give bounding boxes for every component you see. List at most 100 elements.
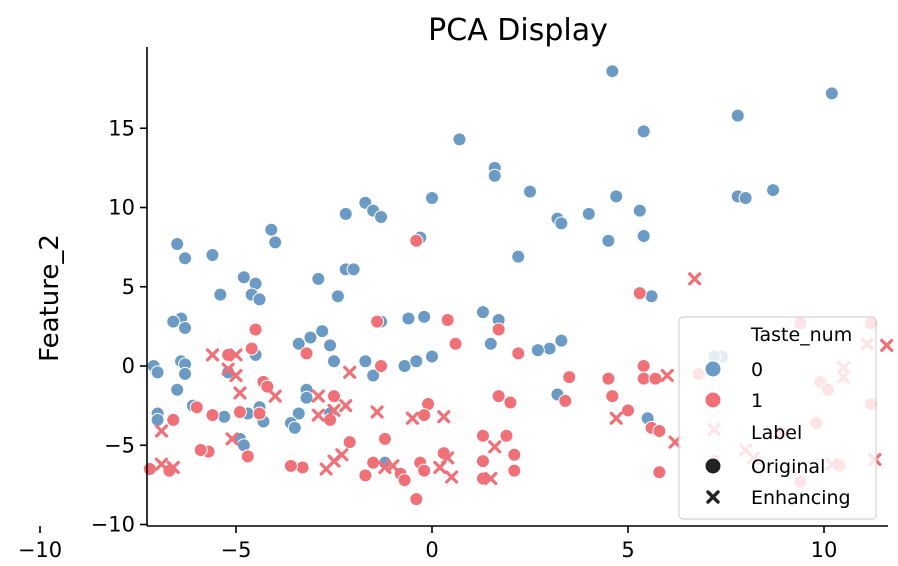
original-point [554,216,569,231]
enhancing-point [268,389,282,403]
original-point [636,371,651,386]
original-point [150,412,165,427]
original-point [142,462,157,477]
legend-marker-original [704,457,722,475]
original-point [166,314,181,329]
legend-hue-title: Taste_num [750,324,852,346]
original-point [507,447,522,462]
enhancing-point [445,470,459,484]
original-point [166,412,181,427]
original-point [648,371,663,386]
original-point [766,183,781,198]
original-point [507,463,522,478]
original-point [397,473,412,488]
legend-hue-1-label: 1 [751,390,763,412]
enhancing-point [668,435,682,449]
original-point [652,423,667,438]
original-point [824,86,839,101]
y-tick-label: 5 [122,275,135,299]
original-point [542,341,557,356]
original-point [397,359,412,373]
original-point [730,108,745,123]
original-point [358,354,373,369]
y-tick-label: 0 [122,354,135,378]
original-point [366,455,381,470]
original-point [315,324,330,339]
enhancing-point [233,386,247,400]
original-point [323,338,338,353]
original-point [287,420,302,435]
original-point [636,359,651,373]
original-point [448,336,463,351]
enhancing-point [229,368,243,383]
original-point [205,408,220,423]
original-point [311,271,326,286]
original-point [487,168,502,183]
original-point [738,190,753,205]
enhancing-point [609,411,623,425]
x-tick-label: 10 [811,538,838,562]
original-point [370,314,385,329]
original-point [475,454,490,469]
legend-box [678,316,877,520]
enhancing-point [311,389,325,403]
original-point [558,393,573,408]
original-point [299,346,314,361]
original-point [374,359,389,373]
y-axis-label: Feature_2 [35,234,65,362]
original-point [346,262,361,277]
enhancing-point [166,460,180,475]
original-point [644,289,659,304]
original-point [268,235,283,250]
enhancing-point [405,411,419,425]
original-point [374,210,389,225]
original-point [178,320,193,335]
x-tick-label: −5 [221,538,252,562]
original-point [232,404,247,419]
original-point [213,287,228,302]
legend-marker-hue-1 [704,391,722,409]
original-point [236,270,251,285]
original-point [248,322,263,337]
y-tick-label: 15 [108,116,135,140]
legend-marker-hue-0 [704,360,722,378]
enhancing-point [327,403,341,417]
enhancing-point [225,432,239,446]
original-point [244,341,259,356]
original-point [240,449,255,464]
x-tick-label: −10 [18,538,62,562]
legend-hue-0-label: 0 [751,359,763,381]
original-point [409,233,424,248]
original-point [338,206,353,221]
legend-style-title: Label [751,422,802,444]
original-point [636,229,651,244]
original-point [193,443,208,458]
original-point [150,365,165,380]
original-point [452,132,467,147]
original-point [652,465,667,480]
original-point [475,305,490,320]
original-point [601,233,616,248]
original-point [636,124,651,139]
original-point [440,313,455,328]
original-point [609,189,624,204]
original-point [283,458,298,473]
original-point [621,403,635,418]
enhancing-point [370,405,384,419]
original-point [252,292,267,307]
enhancing-point [880,338,894,352]
original-point [205,248,220,263]
original-point [511,249,526,264]
original-point [499,428,514,443]
original-point [170,382,185,397]
enhancing-point [488,440,502,454]
original-point [511,346,526,361]
original-point [178,366,193,381]
original-point [327,389,341,404]
original-point [377,431,392,446]
legend-enhancing-label: Enhancing [751,487,851,509]
original-point [554,333,569,348]
enhancing-point [154,457,169,471]
legend-original-label: Original [751,456,825,478]
